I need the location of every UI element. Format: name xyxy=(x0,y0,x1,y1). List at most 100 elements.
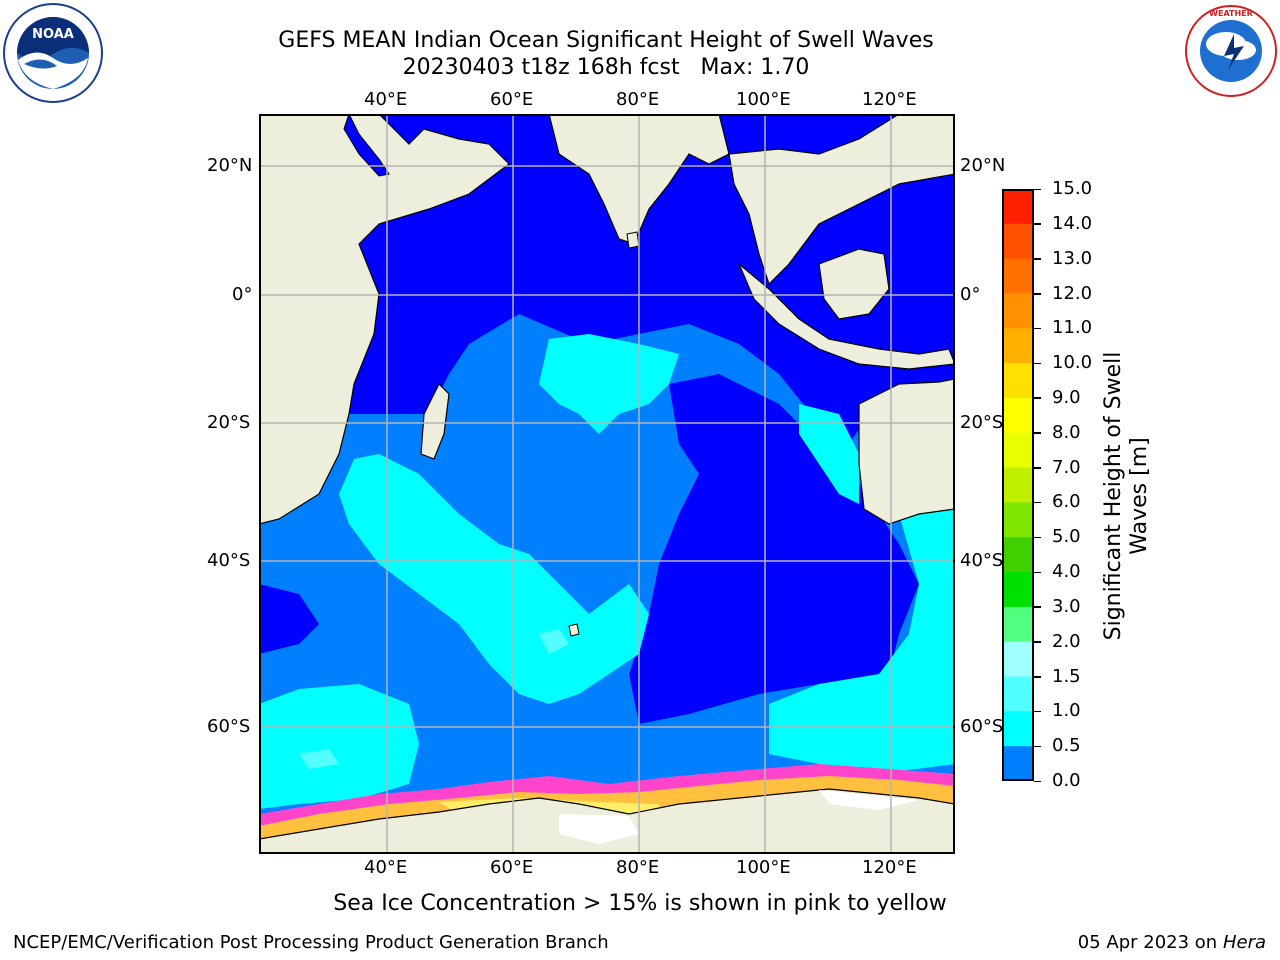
light-cyan-patch-2 xyxy=(299,749,339,769)
colorbar-svg xyxy=(1002,189,1034,781)
lon-label-top-100e: 100°E xyxy=(736,89,791,110)
map-svg xyxy=(259,114,955,854)
colorbar-tick-mark xyxy=(1034,676,1041,678)
lat-label-left-60s: 60°S xyxy=(207,716,251,737)
chart-title-line2: 20230403 t18z 168h fcst Max: 1.70 xyxy=(402,55,810,80)
cyan-australia-west xyxy=(799,404,859,504)
colorbar-tick-label: 15.0 xyxy=(1052,178,1093,199)
colorbar-tick-label: 11.0 xyxy=(1052,317,1093,339)
lon-label-top-40e: 40°E xyxy=(364,89,408,110)
red-sea xyxy=(343,115,390,177)
colorbar-segment xyxy=(1002,293,1034,329)
lat-label-left-20n: 20°N xyxy=(207,155,253,176)
land-africa xyxy=(260,115,510,525)
colorbar-segment xyxy=(1002,537,1034,573)
colorbar-tick-label: 8.0 xyxy=(1052,421,1081,443)
colorbar-segment xyxy=(1002,676,1034,712)
lon-label-bottom-100e: 100°E xyxy=(736,857,791,878)
lat-label-right-20s: 20°S xyxy=(960,412,1004,433)
lat-label-left-40s: 40°S xyxy=(207,550,251,571)
colorbar-tick-mark xyxy=(1034,641,1041,643)
colorbar-tick-label: 1.5 xyxy=(1052,665,1081,687)
colorbar-segment xyxy=(1002,502,1034,538)
lon-label-top-120e: 120°E xyxy=(862,89,917,110)
colorbar-tick-label: 5.0 xyxy=(1052,526,1081,548)
colorbar-tick-label: 1.0 xyxy=(1052,700,1081,722)
land-indonesia xyxy=(738,263,954,370)
lon-label-bottom-80e: 80°E xyxy=(616,857,660,878)
colorbar-tick-mark xyxy=(1034,327,1041,330)
colorbar-segment xyxy=(1002,467,1034,503)
lon-label-bottom-120e: 120°E xyxy=(862,857,917,878)
colorbar-segment xyxy=(1002,572,1034,608)
colorbar-segment xyxy=(1002,189,1034,225)
lon-label-top-80e: 80°E xyxy=(616,89,660,110)
lon-label-bottom-40e: 40°E xyxy=(364,857,408,878)
cyan-central xyxy=(539,334,679,434)
lat-label-right-40s: 40°S xyxy=(960,550,1004,571)
noaa-logo: NOAA xyxy=(2,2,104,104)
colorbar-tick-mark xyxy=(1034,432,1041,434)
land-australia xyxy=(858,378,954,525)
colorbar-frame xyxy=(1002,189,1034,781)
lon-label-top-60e: 60°E xyxy=(490,89,534,110)
nws-logo: WEATHER xyxy=(1184,4,1278,98)
lat-label-right-0: 0° xyxy=(960,284,981,305)
colorbar-tick-label: 2.0 xyxy=(1052,630,1081,652)
deep-blue-sw xyxy=(260,584,319,654)
lon-label-bottom-60e: 60°E xyxy=(490,857,534,878)
colorbar-tick-mark xyxy=(1034,710,1041,713)
colorbar-tick-mark xyxy=(1034,258,1041,260)
gridlines xyxy=(260,115,954,853)
land-borneo xyxy=(818,248,890,320)
svg-text:WEATHER: WEATHER xyxy=(1209,9,1253,18)
colorbar-tick-label: 4.0 xyxy=(1052,561,1081,583)
light-cyan-patch xyxy=(539,629,569,654)
cyan-far-southwest xyxy=(260,684,419,809)
land-southeast-asia xyxy=(728,115,954,286)
colorbar-tick-label: 6.0 xyxy=(1052,491,1081,513)
noaa-logo-text: NOAA xyxy=(32,27,74,42)
ice-shelf-white xyxy=(559,814,639,844)
colorbar-tick-mark xyxy=(1034,606,1041,608)
lat-label-left-20s: 20°S xyxy=(207,412,251,433)
colorbar-tick-label: 0.0 xyxy=(1052,770,1081,791)
colorbar-tick-mark xyxy=(1034,362,1041,365)
cyan-southeast xyxy=(769,509,954,774)
colorbar-tick-label: 9.0 xyxy=(1052,386,1081,408)
colorbar-segment xyxy=(1002,746,1034,781)
colorbar-tick-mark xyxy=(1034,780,1041,782)
colorbar-tick-label: 0.5 xyxy=(1052,735,1081,757)
cyan-southwest xyxy=(339,454,649,704)
colorbar-tick-mark xyxy=(1034,223,1041,225)
colorbar-tick-label: 10.0 xyxy=(1052,352,1093,374)
lat-label-left-0: 0° xyxy=(232,284,253,305)
colorbar-tick-mark xyxy=(1034,397,1041,399)
colorbar-tick-mark xyxy=(1034,536,1041,539)
colorbar-tick-mark xyxy=(1034,467,1041,469)
sea-ice-caption: Sea Ice Concentration > 15% is shown in … xyxy=(333,891,947,916)
colorbar-tick-mark xyxy=(1034,571,1041,574)
colorbar-tick-mark xyxy=(1034,188,1041,190)
colorbar-tick-label: 14.0 xyxy=(1052,212,1093,234)
lat-label-right-20n: 20°N xyxy=(960,155,1006,176)
colorbar-segment xyxy=(1002,258,1034,294)
colorbar-label: Significant Height of Swell Waves [m] xyxy=(1101,346,1153,646)
land-madagascar xyxy=(420,382,450,460)
colorbar-segment xyxy=(1002,641,1034,678)
deep-blue-east xyxy=(629,374,919,724)
colorbar-segment xyxy=(1002,606,1034,643)
map-panel xyxy=(259,114,955,854)
colorbar-segment xyxy=(1002,223,1034,260)
land-kerguelen xyxy=(568,623,580,637)
map-frame xyxy=(259,114,955,854)
colorbar-tick-label: 13.0 xyxy=(1052,247,1093,269)
colorbar-segment xyxy=(1002,432,1034,469)
colorbar-tick-label: 7.0 xyxy=(1052,456,1081,478)
colorbar-label-line1: Significant Height of Swell xyxy=(1101,351,1126,641)
colorbar-segment xyxy=(1002,328,1034,364)
land-sri-lanka xyxy=(626,231,640,249)
colorbar-segment xyxy=(1002,363,1034,399)
chart-title-line1: GEFS MEAN Indian Ocean Significant Heigh… xyxy=(278,28,934,53)
colorbar-segment xyxy=(1002,711,1034,747)
